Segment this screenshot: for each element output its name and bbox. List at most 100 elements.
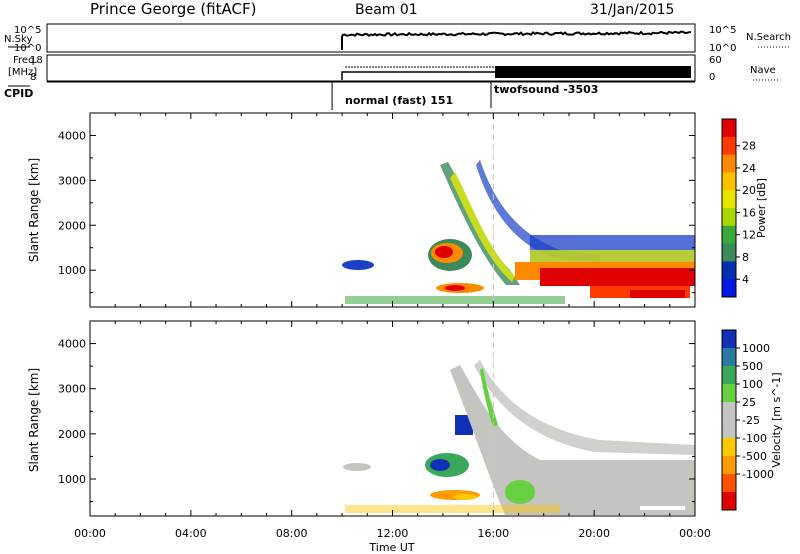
colorbar-swatch (722, 330, 736, 349)
colorbar-tick-label: 16 (742, 206, 756, 219)
velocity-y-axis: 1000 2000 3000 4000 (58, 320, 695, 503)
range-tick-label: 2000 (58, 428, 86, 441)
power-echo-band-red (540, 268, 695, 286)
time-axis-title: Time UT (368, 541, 414, 554)
time-tick-label: 00:00 (74, 527, 106, 540)
freq-label-2: [MHz] (8, 67, 37, 78)
velocity-echo-grey-mass (450, 365, 695, 515)
colorbar-swatch (722, 438, 736, 457)
colorbar-swatch (722, 119, 736, 138)
range-tick-label: 3000 (58, 174, 86, 187)
power-echo-low-band-core (445, 285, 465, 291)
colorbar-swatch (722, 384, 736, 403)
colorbar-tick-label: 500 (742, 360, 763, 373)
velocity-echo-fast-away (455, 415, 473, 435)
nsky-tick-bottom: 10^0 (14, 43, 41, 54)
colorbar-swatch (722, 172, 736, 191)
range-tick-label: 4000 (58, 338, 86, 351)
power-colorbar: 28 24 20 16 12 8 4 Power [dB] (721, 118, 768, 298)
nsky-label: N.Sky (4, 34, 32, 45)
power-echo-band-deepest (630, 290, 685, 298)
velocity-echo-early (343, 463, 371, 471)
colorbar-tick-label: 1000 (742, 342, 770, 355)
time-tick-label: 12:00 (377, 527, 409, 540)
colorbar-swatch (722, 190, 736, 209)
velocity-colorbar: 1000 500 100 25 -25 -100 -500 -1000 Velocity [m… (721, 329, 783, 511)
velocity-echo-grey-upper (474, 360, 695, 455)
colorbar-swatch (722, 402, 736, 421)
colorbar-tick-label: 24 (742, 162, 756, 175)
nsky-strip: N.Sky 10^5 10^0 10^5 10^0 N.Search (4, 23, 791, 54)
power-x-axis (89, 113, 696, 307)
colorbar-tick-label: -100 (742, 432, 767, 445)
colorbar-swatch (722, 136, 736, 156)
colorbar-tick-label: 20 (742, 184, 756, 197)
freq-tick-bottom: 8 (30, 72, 36, 83)
velocity-heatmap-data (343, 360, 695, 515)
beam-title: Beam 01 (355, 2, 418, 18)
power-y-axis: 1000 2000 3000 4000 (58, 112, 695, 294)
range-tick-label: 1000 (58, 264, 86, 277)
power-heatmap-data (342, 160, 695, 304)
colorbar-swatch (722, 492, 736, 511)
nave-label: Nave (750, 65, 776, 76)
velocity-x-axis (89, 321, 696, 516)
colorbar-swatch (722, 154, 736, 173)
power-echo-ground-scatter (345, 296, 565, 304)
cpid-segment-twofsound: twofsound -3503 (494, 83, 598, 96)
nave-tick-top: 60 (709, 55, 722, 66)
freq-strip: Freq. [MHz] 18 8 60 0 Nave (8, 54, 780, 83)
colorbar-tick-label: -500 (742, 450, 767, 463)
station-title: Prince George (fitACF) (90, 0, 256, 18)
nsky-tick-top: 10^5 (14, 25, 41, 36)
colorbar-swatch (722, 243, 736, 262)
range-tick-label: 4000 (58, 129, 86, 142)
time-tick-label: 08:00 (276, 527, 308, 540)
colorbar-swatch (722, 279, 736, 298)
power-colorbar-label: Power [dB] (755, 178, 768, 238)
velocity-echo-enhancement-core (430, 459, 450, 471)
velocity-echo-ground-scatter (345, 505, 560, 513)
power-echo-enhancement-core (435, 246, 453, 258)
time-axis-labels: 00:00 04:00 08:00 12:00 16:00 20:00 00:00 (74, 527, 711, 540)
range-tick-label: 3000 (58, 383, 86, 396)
velocity-echo-green-patch (505, 480, 535, 504)
colorbar-tick-label: 28 (742, 140, 756, 153)
time-tick-label: 16:00 (477, 527, 509, 540)
cpid-segment-normal: normal (fast) 151 (345, 94, 453, 107)
nave-tick-bottom: 0 (709, 72, 715, 83)
colorbar-swatch (722, 261, 736, 280)
colorbar-tick-label: -1000 (742, 468, 774, 481)
colorbar-swatch (722, 208, 736, 227)
colorbar-tick-label: 8 (742, 251, 749, 264)
power-echo-early (342, 260, 374, 270)
time-tick-label: 04:00 (175, 527, 207, 540)
colorbar-swatch (722, 348, 736, 367)
velocity-panel: 1000 2000 3000 4000 Slant Range [km] (27, 320, 696, 517)
cpid-label: CPID (4, 87, 33, 100)
range-tick-label: 2000 (58, 219, 86, 232)
nsearch-tick-bottom: 10^0 (709, 43, 736, 54)
date-title: 31/Jan/2015 (590, 2, 674, 18)
colorbar-tick-label: 4 (742, 273, 749, 286)
colorbar-tick-label: 100 (742, 378, 763, 391)
cpid-strip: CPID normal (fast) 151 twofsound -3503 (4, 81, 695, 110)
time-tick-label: 20:00 (578, 527, 610, 540)
nsearch-label: N.Search (746, 32, 791, 43)
nsearch-tick-top: 10^5 (709, 25, 736, 36)
velocity-y-label: Slant Range [km] (27, 368, 41, 472)
power-y-label: Slant Range [km] (27, 158, 41, 262)
power-echo-streak-core (450, 172, 515, 282)
colorbar-swatch (722, 474, 736, 493)
colorbar-swatch (722, 456, 736, 475)
colorbar-swatch (722, 225, 736, 245)
velocity-echo-gap (640, 506, 685, 510)
colorbar-swatch (722, 366, 736, 385)
freq-tick-top: 18 (30, 55, 43, 66)
velocity-echo-low-band-tail (453, 494, 477, 500)
time-tick-label: 00:00 (679, 527, 711, 540)
freq-label-1: Freq. (13, 55, 38, 66)
velocity-colorbar-label: Velocity [m s^-1] (770, 372, 783, 467)
colorbar-swatch (722, 420, 736, 439)
